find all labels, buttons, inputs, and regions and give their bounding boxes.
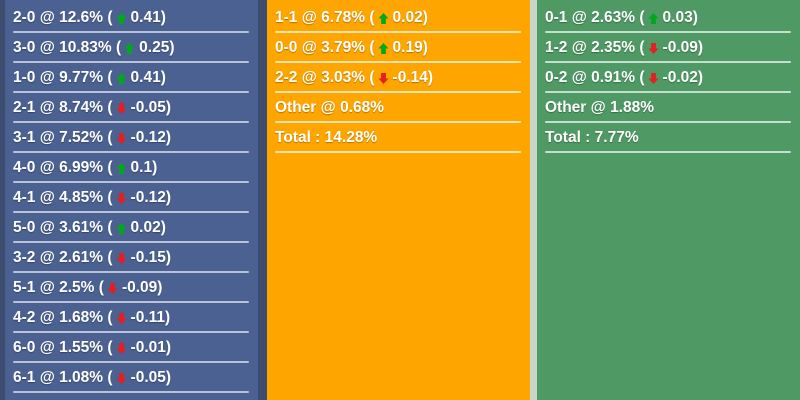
trend-down-icon (378, 73, 389, 84)
outcome-row: Total : 14.28% (267, 123, 530, 153)
change-value: -0.02) (662, 69, 704, 86)
outcome-text: 1-2 @ 2.35% ( (545, 39, 645, 56)
change-value: 0.41) (130, 9, 166, 26)
trend-up-icon (116, 73, 127, 84)
trend-up-icon (648, 13, 659, 24)
outcome-text: 2-1 @ 8.74% ( (13, 99, 113, 116)
change-value: -0.15) (130, 249, 172, 266)
outcome-text: 0-1 @ 2.63% ( (545, 9, 645, 26)
trend-down-icon (116, 253, 127, 264)
change-value: -0.01) (130, 339, 172, 356)
outcome-text: 5-0 @ 3.61% ( (13, 219, 113, 236)
change-value: -0.14) (392, 69, 434, 86)
change-value: 0.19) (392, 39, 428, 56)
change-value: -0.05) (130, 99, 172, 116)
trend-up-icon (124, 43, 135, 54)
change-value: 0.02) (130, 219, 166, 236)
outcome-row: 2-0 @ 12.6% ( 0.41) (5, 3, 258, 33)
draw-scores-panel: 1-1 @ 6.78% ( 0.02) 0-0 @ 3.79% ( 0.19) 2-… (267, 0, 530, 400)
outcome-row: 3-0 @ 10.83% ( 0.25) (5, 33, 258, 63)
trend-up-icon (378, 43, 389, 54)
change-value: 0.41) (130, 69, 166, 86)
trend-up-icon (116, 223, 127, 234)
outcome-row: Other @ 1.88% (537, 93, 800, 123)
outcome-row: 1-0 @ 9.77% ( 0.41) (5, 63, 258, 93)
outcome-row: 4-0 @ 6.99% ( 0.1) (5, 153, 258, 183)
outcome-row: 5-1 @ 2.5% ( -0.09) (5, 273, 258, 303)
outcome-text: 4-2 @ 1.68% ( (13, 309, 113, 326)
outcome-text: 3-1 @ 7.52% ( (13, 129, 113, 146)
outcome-text: 0-2 @ 0.91% ( (545, 69, 645, 86)
panel-gap (530, 0, 537, 400)
outcome-row: 0-2 @ 0.91% ( -0.02) (537, 63, 800, 93)
trend-down-icon (648, 73, 659, 84)
outcome-row: Other @ 0.68% (267, 93, 530, 123)
trend-down-icon (116, 313, 127, 324)
outcome-text: 5-1 @ 2.5% ( (13, 279, 104, 296)
outcome-text: 3-0 @ 10.83% ( (13, 39, 122, 56)
trend-down-icon (107, 283, 118, 294)
outcome-text: 1-1 @ 6.78% ( (275, 9, 375, 26)
outcome-text: Other @ 0.68% (275, 99, 385, 116)
outcome-text: Total : 14.28% (275, 129, 378, 146)
outcome-text: 4-0 @ 6.99% ( (13, 159, 113, 176)
change-value: -0.09) (121, 279, 163, 296)
change-value: -0.12) (130, 189, 172, 206)
change-value: 0.25) (139, 39, 175, 56)
outcome-row: 0-0 @ 3.79% ( 0.19) (267, 33, 530, 63)
trend-up-icon (378, 13, 389, 24)
trend-down-icon (116, 193, 127, 204)
outcome-row: 3-1 @ 7.52% ( -0.12) (5, 123, 258, 153)
trend-down-icon (648, 43, 659, 54)
outcome-row: 2-1 @ 8.74% ( -0.05) (5, 93, 258, 123)
outcome-row: 2-2 @ 3.03% ( -0.14) (267, 63, 530, 93)
trend-down-icon (116, 103, 127, 114)
trend-down-icon (116, 133, 127, 144)
trend-up-icon (116, 163, 127, 174)
outcome-row: 5-0 @ 3.61% ( 0.02) (5, 213, 258, 243)
outcome-text: Total : 7.77% (545, 129, 639, 146)
outcome-row: 4-1 @ 4.85% ( -0.12) (5, 183, 258, 213)
change-value: 0.03) (662, 9, 698, 26)
outcome-row: 6-1 @ 1.08% ( -0.05) (5, 363, 258, 393)
trend-down-icon (116, 343, 127, 354)
change-value: 0.02) (392, 9, 428, 26)
outcome-row: 6-0 @ 1.55% ( -0.01) (5, 333, 258, 363)
away-scores-panel: 0-1 @ 2.63% ( 0.03) 1-2 @ 2.35% ( -0.09) 0… (537, 0, 800, 400)
outcome-row: 4-2 @ 1.68% ( -0.11) (5, 303, 258, 333)
trend-up-icon (116, 13, 127, 24)
home-scores-panel: 2-0 @ 12.6% ( 0.41) 3-0 @ 10.83% ( 0.25) 1… (5, 0, 258, 400)
change-value: -0.09) (662, 39, 704, 56)
outcome-row: 0-1 @ 2.63% ( 0.03) (537, 3, 800, 33)
outcome-text: 2-2 @ 3.03% ( (275, 69, 375, 86)
outcome-text: 2-0 @ 12.6% ( (13, 9, 113, 26)
outcome-row: Total : 7.77% (537, 123, 800, 153)
change-value: -0.11) (130, 309, 171, 326)
outcome-row: 1-1 @ 6.78% ( 0.02) (267, 3, 530, 33)
outcome-text: 3-2 @ 2.61% ( (13, 249, 113, 266)
change-value: 0.1) (130, 159, 158, 176)
outcome-text: Other @ 1.88% (545, 99, 655, 116)
change-value: -0.12) (130, 129, 172, 146)
outcome-text: 1-0 @ 9.77% ( (13, 69, 113, 86)
outcome-text: 6-0 @ 1.55% ( (13, 339, 113, 356)
outcome-text: 4-1 @ 4.85% ( (13, 189, 113, 206)
outcome-row: 1-2 @ 2.35% ( -0.09) (537, 33, 800, 63)
change-value: -0.05) (130, 369, 172, 386)
trend-down-icon (116, 373, 127, 384)
outcome-row: 3-2 @ 2.61% ( -0.15) (5, 243, 258, 273)
outcome-text: 0-0 @ 3.79% ( (275, 39, 375, 56)
outcome-text: 6-1 @ 1.08% ( (13, 369, 113, 386)
